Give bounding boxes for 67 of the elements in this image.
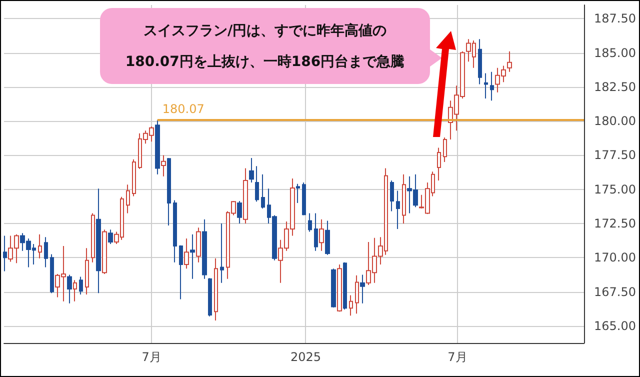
candlestick [173,200,177,263]
candlestick [478,38,482,85]
candlestick [402,174,406,224]
y-tick-label: 175.00 [594,182,636,196]
candlestick [161,154,166,177]
candlestick [79,276,83,296]
candlestick [214,258,218,321]
ref-line-label: 180.07 [162,102,204,116]
candlestick [85,248,89,296]
candlestick [155,120,160,175]
candlestick [355,274,359,314]
candlestick [325,220,330,256]
candlestick [261,174,265,209]
y-tick-label: 167.50 [594,284,636,299]
candlestick [67,274,72,304]
y-tick-label: 177.50 [594,148,636,162]
candlestick [73,280,77,302]
candlestick [302,182,306,216]
candlestick [102,229,107,275]
candlestick [396,190,400,230]
candlestick [507,50,512,72]
candlestick [443,136,447,163]
candlestick [319,218,324,252]
candlestick [255,166,259,202]
y-tick-label: 187.50 [594,12,636,26]
candlestick [202,218,207,280]
candlestick [337,264,342,312]
candlestick [484,72,488,100]
candlestick [249,157,254,184]
candlestick [91,212,95,263]
candlestick [331,268,336,308]
candlestick [308,212,312,232]
candlestick [296,183,300,204]
candlestick [3,235,7,272]
candlestick [360,274,365,304]
candlestick [108,229,113,244]
y-tick-label: 180.00 [594,114,636,128]
candlestick [179,244,183,300]
candlestick [184,238,189,270]
x-tick-label: 7月 [448,350,468,364]
candlestick [314,212,318,252]
candlestick [96,188,101,294]
candlestick [196,227,201,263]
candlestick [167,157,171,226]
x-tick-label: 7月 [142,350,162,364]
candlestick [126,184,130,214]
candlestick [44,236,48,268]
y-tick-label: 185.00 [594,46,636,60]
y-tick-label: 182.50 [594,80,636,94]
y-tick-label: 172.50 [594,216,636,231]
annotation: スイスフラン/円は、すでに昨年高値の 180.07円を上抜け、一時186円台まで急騰 [124,22,406,72]
y-tick-label: 170.00 [594,250,636,265]
candlestick [349,294,353,316]
candlestick [220,223,224,284]
y-tick-label: 165.00 [594,318,636,333]
x-tick-label: 2025 [290,350,322,364]
candlestick [390,180,394,212]
candlestick [437,147,441,181]
candlestick [490,71,494,102]
candlestick [208,278,212,317]
candlestick [38,234,42,259]
candlestick [243,168,248,224]
candlestick [343,262,347,310]
candlestick [190,234,195,280]
candlestick [50,254,54,294]
candlestick [132,158,136,197]
candlestick [237,200,242,224]
